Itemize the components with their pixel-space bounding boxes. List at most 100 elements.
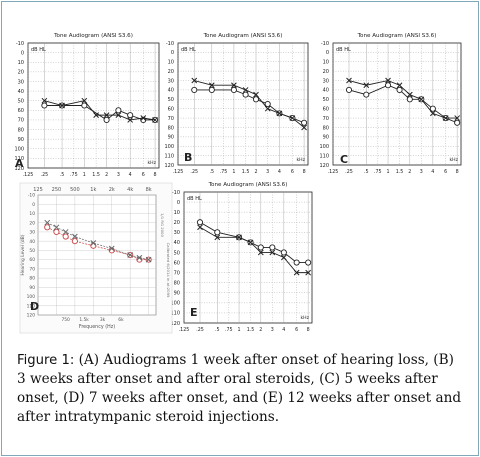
panel-c-circle-marker xyxy=(345,86,353,93)
panel-a-xtick: 8 xyxy=(154,172,157,178)
panel-a-cross-marker xyxy=(93,112,99,118)
panel-c-circle-marker xyxy=(406,96,413,103)
panel-a-cross-marker xyxy=(81,97,88,104)
audiogram-figure: Tone Audiogram (ANSI S3.6)-1001020304050… xyxy=(14,33,462,334)
panel-a-ytick: 50 xyxy=(18,98,24,104)
panel-d-letter: D xyxy=(30,300,39,313)
panel-a-ytick: 110 xyxy=(14,156,24,162)
panel-d-bottom-tick: 750 xyxy=(61,317,70,323)
panel-e-xtick: 4 xyxy=(282,327,285,333)
panel-c-freq-unit: kHz xyxy=(449,157,458,163)
panel-b-ytick: 40 xyxy=(168,88,174,94)
panel-b-cross-marker xyxy=(191,77,198,84)
panel-a-xtick: .5 xyxy=(60,172,65,178)
panel-d-ytick: 90 xyxy=(29,285,35,291)
panel-b-circle-marker xyxy=(264,100,271,108)
panel-a-title: Tone Audiogram (ANSI S3.6) xyxy=(53,33,133,39)
panel-e-xtick: 3 xyxy=(271,327,274,333)
panel-e-xtick: 8 xyxy=(307,327,310,333)
panel-a-ytick: 80 xyxy=(18,127,24,133)
panel-b-title: Tone Audiogram (ANSI S3.6) xyxy=(203,33,283,39)
panel-a-xtick: 1.5 xyxy=(92,172,100,178)
panel-c-ytick: 60 xyxy=(323,106,329,112)
panel-e-cross-marker xyxy=(197,224,203,231)
panel-e-xtick: .125 xyxy=(179,327,190,333)
panel-c-xtick: 1 xyxy=(387,169,390,175)
panel-c-xtick: 1.5 xyxy=(396,169,404,175)
panel-e-ytick: 20 xyxy=(174,220,180,226)
panel-a-letter: A xyxy=(15,157,24,170)
panel-e-title: Tone Audiogram (ANSI S3.6) xyxy=(208,182,288,188)
panel-a-unit-label: dB HL xyxy=(31,47,46,53)
panel-d-ytick: 10 xyxy=(29,211,35,217)
panel-a-cross-marker xyxy=(140,115,147,121)
panel-d-right-label-1: 1/1 RG 2000 xyxy=(160,213,165,237)
panel-a-ytick: 90 xyxy=(18,137,24,143)
panel-d-bottom-tick: 3k xyxy=(100,317,106,323)
panel-d-top-tick: 1k xyxy=(90,187,96,193)
panel-b-xtick: .75 xyxy=(220,169,228,175)
panel-d-bottom-tick: 1.5k xyxy=(79,317,89,323)
panel-e-circle-marker xyxy=(305,259,312,266)
panel-b-cross-marker xyxy=(208,82,215,89)
panel-b-circle-marker xyxy=(242,91,249,98)
panel-c-xtick: 4 xyxy=(431,169,434,175)
panel-a-cross-marker xyxy=(103,112,110,118)
panel-b-ytick: 120 xyxy=(164,163,174,169)
panel-e-ytick: 90 xyxy=(174,291,180,297)
panel-c-ytick: 90 xyxy=(323,135,329,141)
panel-a-xtick: 4 xyxy=(129,172,132,178)
panel-c-ytick: 110 xyxy=(319,153,329,159)
panel-b-ytick: 90 xyxy=(168,135,174,141)
panel-d-y-axis-label: Hearing Level (dB) xyxy=(20,234,26,275)
panel-d-ytick: 60 xyxy=(29,257,35,263)
panel-e-ytick: 110 xyxy=(170,311,180,317)
panel-c-plot-area xyxy=(332,42,462,166)
panel-b-ytick: 30 xyxy=(168,78,174,84)
panel-d-plot-area xyxy=(37,194,157,316)
panel-e-xtick: 2 xyxy=(259,327,262,333)
panel-e-ytick: 0 xyxy=(177,200,180,206)
panel-c-ytick: 0 xyxy=(326,50,329,56)
panel-c-circle-marker xyxy=(429,105,436,112)
panel-e-circle-marker xyxy=(214,229,221,236)
panel-d-circle-marker xyxy=(71,238,78,245)
panel-c-ytick: 30 xyxy=(323,78,329,84)
panel-e-xtick: 1.5 xyxy=(247,327,255,333)
panel-c-xtick: 8 xyxy=(456,169,459,175)
panel-e-circle-marker xyxy=(293,259,300,266)
panel-b-xtick: 6 xyxy=(291,169,294,175)
panel-d-cross-marker xyxy=(136,254,143,261)
panel-c-ytick: 120 xyxy=(319,163,329,169)
panel-d-cross-marker xyxy=(72,233,78,240)
panel-e-plot-area xyxy=(183,191,313,324)
panel-b-ytick: 0 xyxy=(171,50,174,56)
panel-b-ytick: 80 xyxy=(168,125,174,131)
panel-e-cross-marker xyxy=(214,234,221,241)
panel-d-ytick: 80 xyxy=(29,276,35,282)
panel-e-xtick: .5 xyxy=(215,327,220,333)
panel-c-cross-marker xyxy=(429,110,436,117)
panel-e-cross-marker xyxy=(280,254,287,261)
panel-d-ytick: 120 xyxy=(27,313,36,319)
panel-d-right-label-2: Calibrated 6/2014 in at:2099 xyxy=(166,243,171,298)
panel-a-cross-marker xyxy=(152,117,158,123)
panel-a-circle-marker xyxy=(81,102,88,109)
panel-d-series-cross-line xyxy=(47,222,149,260)
panel-c-cross-marker xyxy=(454,115,461,121)
panel-a-ytick: 70 xyxy=(18,118,24,124)
panel-b-xtick: .125 xyxy=(173,169,184,175)
panel-a-xtick: 2 xyxy=(105,172,108,178)
panel-a-cross-marker xyxy=(59,102,65,109)
panel-c-ytick: 80 xyxy=(323,125,329,131)
panel-b-cross-marker xyxy=(289,115,296,121)
panel-d-ytick: 50 xyxy=(29,248,35,254)
panel-e-cross-marker xyxy=(269,249,276,256)
panel-e-ytick: 10 xyxy=(174,210,180,216)
panel-d-ytick: 40 xyxy=(29,239,35,245)
panel-c-ytick: 70 xyxy=(323,116,329,122)
panel-a-circle-marker xyxy=(127,112,134,119)
panel-d-cross-marker xyxy=(62,229,69,235)
panel-c-xtick: 2 xyxy=(408,169,411,175)
panel-a-xtick: 3 xyxy=(117,172,120,178)
